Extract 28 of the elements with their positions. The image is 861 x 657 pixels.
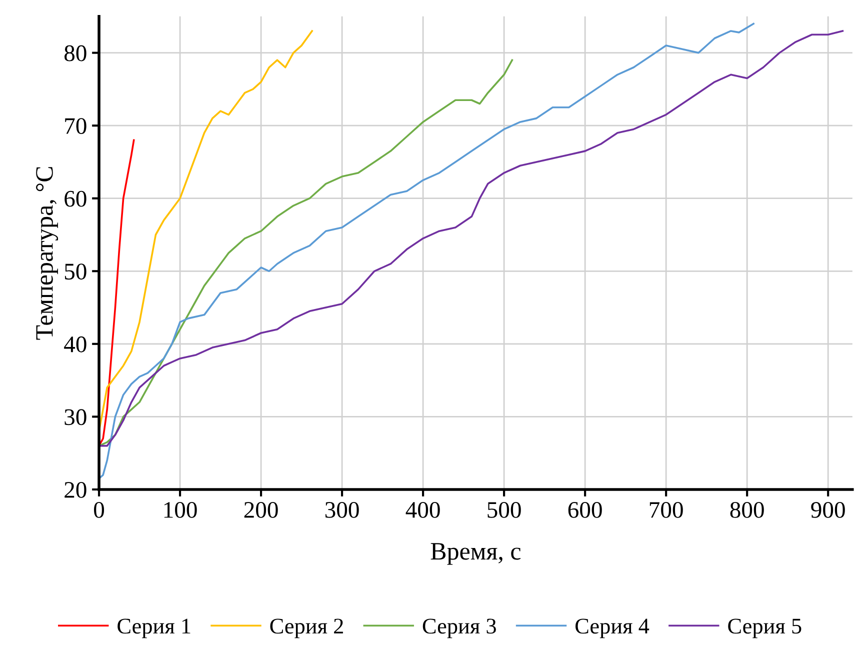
- line-series: [99, 59, 514, 447]
- y-tick-label: 70: [65, 118, 86, 134]
- y-tick-label: 30: [64, 409, 86, 426]
- x-tick-label: 400: [406, 502, 440, 518]
- line-series: [99, 22, 754, 480]
- y-axis-title: Температура, °C: [36, 167, 58, 340]
- y-tick-label: 50: [64, 264, 86, 280]
- x-tick-label: 300: [325, 502, 359, 518]
- x-tick-label: 800: [730, 502, 764, 518]
- x-tick-label: 700: [650, 502, 683, 518]
- x-axis-title: Время, с: [430, 543, 521, 565]
- x-tick-label: 0: [94, 502, 104, 518]
- y-tick-label: 60: [64, 190, 86, 207]
- line-series: [99, 30, 844, 447]
- y-tick-label: 40: [64, 336, 86, 352]
- legend-label: Серия 3: [422, 618, 496, 638]
- y-tick-label: 80: [64, 45, 86, 62]
- legend-label: Серия 1: [118, 618, 190, 638]
- legend-label: Серия 5: [728, 618, 802, 638]
- x-tick-label: 600: [568, 502, 602, 518]
- legend-label: Серия 2: [270, 618, 343, 638]
- x-tick-label: 900: [811, 502, 845, 518]
- x-tick-label: 200: [244, 502, 278, 518]
- legend-label: Серия 4: [576, 618, 650, 638]
- y-tick-label: 20: [64, 482, 86, 498]
- line-series: [99, 139, 135, 447]
- x-tick-label: 500: [488, 502, 521, 518]
- x-tick-label: 100: [164, 502, 197, 518]
